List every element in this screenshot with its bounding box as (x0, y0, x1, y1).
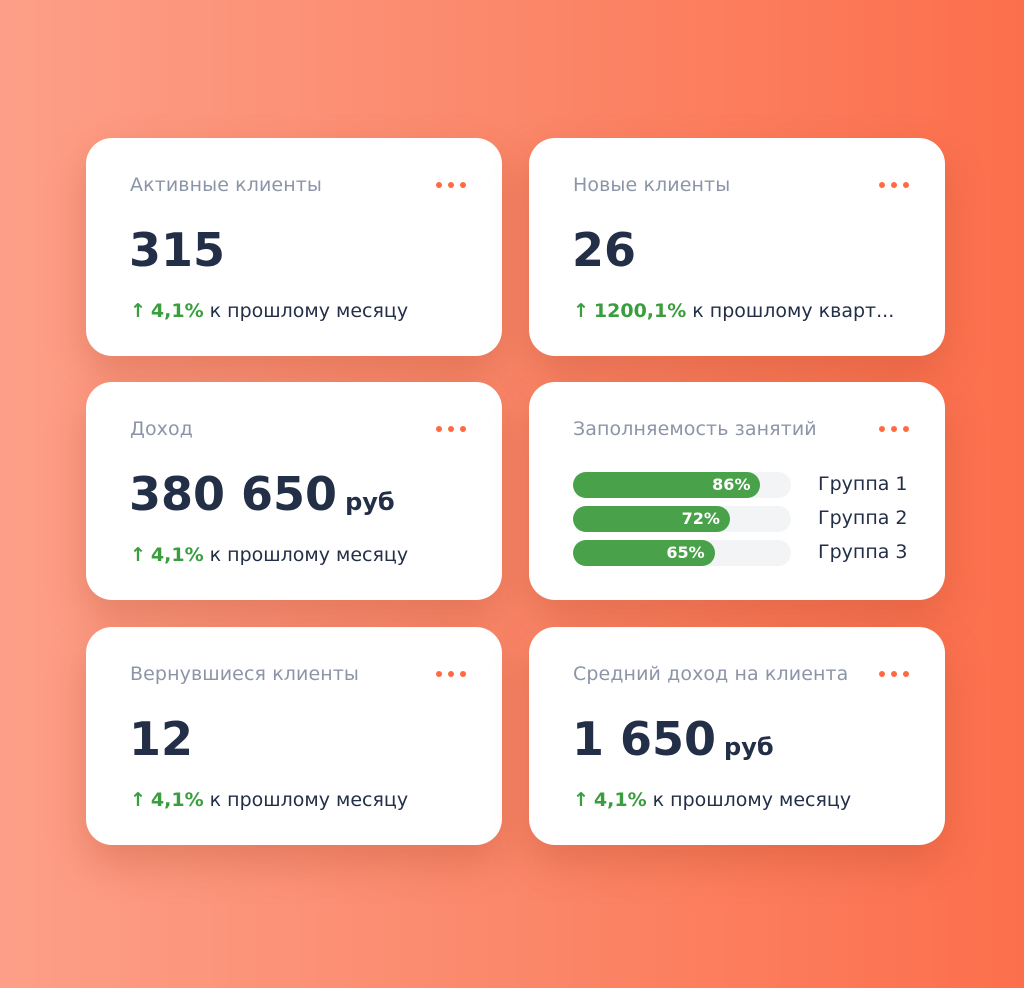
arrow-up-icon: ↑ (130, 789, 146, 811)
occupancy-bars: 86% Группа 1 72% Группа 2 65% Группа 3 (573, 472, 913, 574)
progress-track: 72% (573, 506, 791, 532)
more-icon[interactable] (879, 671, 909, 677)
card-title: Вернувшиеся клиенты (130, 663, 360, 685)
group-label: Группа 2 (818, 507, 908, 529)
trend-value: 4,1% (150, 789, 204, 811)
metric-value: 26 (572, 223, 637, 277)
progress-track: 86% (573, 472, 791, 498)
card-title: Заполняемость занятий (573, 418, 817, 440)
arrow-up-icon: ↑ (573, 300, 589, 322)
trend-value: 4,1% (150, 544, 204, 566)
trend-value: 1200,1% (593, 300, 687, 322)
group-label: Группа 3 (818, 541, 908, 563)
card-title: Новые клиенты (573, 174, 731, 196)
occupancy-row: 86% Группа 1 (573, 472, 913, 498)
card-new-clients: Новые клиенты 26 ↑ 1200,1% к прошлому квар… (529, 138, 945, 356)
trend-value: 4,1% (593, 789, 647, 811)
metric-unit: руб (345, 488, 395, 516)
trend: ↑ 1200,1% к прошлому кварт... (573, 300, 894, 322)
trend-value: 4,1% (150, 300, 204, 322)
trend-text: к прошлому месяцу (209, 789, 409, 811)
arrow-up-icon: ↑ (130, 300, 146, 322)
card-title: Средний доход на клиента (573, 663, 849, 685)
more-icon[interactable] (879, 182, 909, 188)
occupancy-row: 72% Группа 2 (573, 506, 913, 532)
metric-value: 12 (129, 712, 194, 766)
trend: ↑ 4,1% к прошлому месяцу (130, 544, 408, 566)
progress-fill: 65% (573, 540, 715, 566)
group-label: Группа 1 (818, 473, 908, 495)
trend-text: к прошлому кварт... (692, 300, 895, 322)
progress-percent: 65% (666, 543, 705, 562)
card-title: Доход (130, 418, 193, 440)
occupancy-row: 65% Группа 3 (573, 540, 913, 566)
trend-text: к прошлому месяцу (209, 300, 409, 322)
card-income: Доход 380 650 руб ↑ 4,1% к прошлому месяцу (86, 382, 502, 600)
more-icon[interactable] (436, 182, 466, 188)
trend-text: к прошлому месяцу (652, 789, 852, 811)
card-active-clients: Активные клиенты 315 ↑ 4,1% к прошлому мес… (86, 138, 502, 356)
more-icon[interactable] (436, 426, 466, 432)
progress-track: 65% (573, 540, 791, 566)
metric-value: 380 650 руб (129, 464, 395, 532)
arrow-up-icon: ↑ (573, 789, 589, 811)
arrow-up-icon: ↑ (130, 544, 146, 566)
progress-fill: 72% (573, 506, 730, 532)
metric-unit: руб (724, 733, 774, 761)
more-icon[interactable] (436, 671, 466, 677)
progress-fill: 86% (573, 472, 761, 498)
metric-number: 380 650 (129, 467, 338, 521)
card-avg-income: Средний доход на клиента 1 650 руб ↑ 4,1% к… (529, 627, 945, 845)
card-title: Активные клиенты (130, 174, 322, 196)
trend: ↑ 4,1% к прошлому месяцу (130, 300, 408, 322)
card-occupancy: Заполняемость занятий 86% Группа 1 72% Г… (529, 382, 945, 600)
trend: ↑ 4,1% к прошлому месяцу (573, 789, 851, 811)
more-icon[interactable] (879, 426, 909, 432)
metric-value: 315 (129, 223, 226, 277)
metric-number: 1 650 (572, 712, 717, 766)
progress-percent: 72% (681, 509, 720, 528)
trend: ↑ 4,1% к прошлому месяцу (130, 789, 408, 811)
metric-value: 1 650 руб (572, 709, 774, 777)
trend-text: к прошлому месяцу (209, 544, 409, 566)
card-returned-clients: Вернувшиеся клиенты 12 ↑ 4,1% к прошлому м… (86, 627, 502, 845)
progress-percent: 86% (712, 475, 751, 494)
